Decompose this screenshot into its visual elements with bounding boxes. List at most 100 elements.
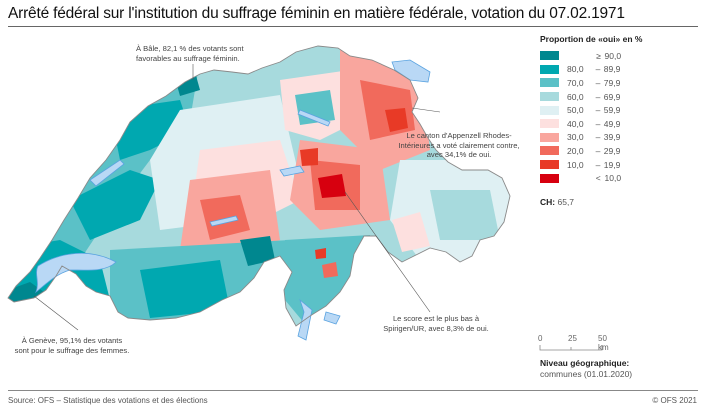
range-dash: – — [595, 91, 601, 102]
annotation-geneve: À Genève, 95,1% des votants sont pour le… — [14, 336, 130, 355]
geo-level-value: communes (01.01.2020) — [540, 369, 633, 379]
range-high: 49,9 — [603, 118, 621, 129]
geo-level-heading: Niveau géographique: — [540, 358, 630, 368]
legend-range: ≥90,0 — [567, 51, 627, 61]
annotation-appenzell: Le canton d'Appenzell Rhodes- Intérieure… — [390, 131, 528, 160]
legend-range: 60,0–69,9 — [567, 92, 627, 102]
range-low: 80,0 — [567, 64, 584, 75]
legend-title: Proportion de «oui» en % — [540, 34, 643, 44]
legend-range: 80,0–89,9 — [567, 64, 627, 74]
range-low: 70,0 — [567, 77, 584, 88]
legend-item: 10,0–19,9 — [540, 158, 642, 172]
legend-range: 70,0–79,9 — [567, 78, 627, 88]
annotation-line: À Bâle, 82,1 % des votants sont — [136, 44, 244, 53]
range-dash: – — [595, 145, 601, 156]
leader-lines — [33, 64, 441, 331]
range-dash: – — [595, 64, 601, 75]
legend-swatch — [540, 146, 559, 156]
ch-value: 65,7 — [557, 197, 575, 207]
annotation-line: sont pour le suffrage des femmes. — [14, 345, 130, 355]
range-low: 50,0 — [567, 105, 584, 116]
range-low: 40,0 — [567, 118, 584, 129]
legend-item: 50,0–59,9 — [540, 103, 642, 117]
legend-item: <10,0 — [540, 171, 642, 185]
legend-item: ≥90,0 — [540, 49, 642, 63]
lake-thun — [209, 215, 239, 227]
legend-swatch — [540, 92, 559, 102]
footer-divider — [8, 390, 698, 391]
range-high: 39,9 — [603, 132, 621, 143]
copyright: © OFS 2021 — [652, 396, 697, 405]
legend-swatch — [540, 105, 559, 115]
legend-item: 30,0–39,9 — [540, 131, 642, 145]
ch-label: CH: — [540, 197, 556, 207]
range-low: 10,0 — [567, 159, 584, 170]
range-dash: – — [595, 159, 601, 170]
range-dash: – — [595, 132, 601, 143]
range-high: 10,0 — [604, 173, 622, 184]
scale-label-0: 0 — [538, 334, 543, 343]
source-note: Source: OFS – Statistique des votations … — [8, 396, 208, 405]
lake-geneva — [35, 252, 117, 294]
annotation-line: Spirigen/UR, avec 8,3% de oui. — [383, 323, 489, 333]
legend-swatch — [540, 160, 559, 170]
page-title: Arrêté fédéral sur l'institution du suff… — [8, 5, 625, 22]
range-low: < — [595, 173, 601, 184]
choropleth-map — [7, 45, 511, 341]
legend-swatch — [540, 51, 559, 61]
scale-label-25: 25 — [568, 334, 577, 343]
range-high: 59,9 — [603, 105, 621, 116]
legend-item: 70,0–79,9 — [540, 76, 642, 90]
legend-range: 10,0–19,9 — [567, 160, 627, 170]
annotation-line: Le score est le plus bas à — [392, 314, 480, 323]
lake-constance — [391, 59, 431, 83]
legend-range: 20,0–29,9 — [567, 146, 627, 156]
lake-lucerne — [279, 165, 305, 177]
legend-item: 60,0–69,9 — [540, 90, 642, 104]
geo-level: Niveau géographique: communes (01.01.202… — [540, 358, 632, 380]
annotation-line: Intérieures a voté clairement contre, — [398, 140, 520, 150]
national-result: CH: 65,7 — [540, 197, 574, 207]
range-dash: – — [595, 77, 601, 88]
legend-item: 20,0–29,9 — [540, 144, 642, 158]
range-high: 69,9 — [603, 91, 621, 102]
range-high: 79,9 — [603, 77, 621, 88]
range-high: 89,9 — [603, 64, 621, 75]
annotation-line: À Genève, 95,1% des votants — [21, 336, 123, 345]
annotation-basel: À Bâle, 82,1 % des votants sont favorabl… — [136, 44, 244, 63]
legend: Proportion de «oui» en % ≥90,0 80,0–89,9 7… — [540, 34, 642, 185]
annotation-line: avec 34,1% de oui. — [426, 150, 492, 159]
lake-lugano — [323, 311, 341, 325]
legend-item: 40,0–49,9 — [540, 117, 642, 131]
scale-label-50: 50 km — [598, 334, 609, 352]
annotation-line: favorables au suffrage féminin. — [136, 53, 240, 63]
range-low: ≥ — [596, 50, 601, 61]
legend-swatch — [540, 119, 559, 129]
legend-swatch — [540, 78, 559, 88]
range-low: 30,0 — [567, 132, 584, 143]
legend-range: <10,0 — [567, 173, 627, 183]
legend-swatch — [540, 132, 559, 142]
range-dash: – — [595, 105, 601, 116]
range-high: 29,9 — [603, 145, 621, 156]
lake-zurich — [297, 109, 331, 127]
communes-layer — [8, 46, 510, 326]
range-low: 60,0 — [567, 91, 584, 102]
scale-line — [539, 345, 603, 351]
annotation-spiringen: Le score est le plus bas à Spirigen/UR, … — [382, 314, 490, 333]
title-divider — [8, 26, 698, 27]
range-dash: – — [595, 118, 601, 129]
legend-range: 40,0–49,9 — [567, 119, 627, 129]
range-high: 90,0 — [604, 50, 622, 61]
range-low: 20,0 — [567, 145, 584, 156]
legend-item: 80,0–89,9 — [540, 63, 642, 77]
annotation-line: Le canton d'Appenzell Rhodes- — [406, 131, 512, 140]
range-high: 19,9 — [603, 159, 621, 170]
lake-neuchatel — [89, 159, 125, 187]
legend-range: 50,0–59,9 — [567, 105, 627, 115]
country-border — [7, 45, 511, 327]
scale-bar: 0 25 50 km — [538, 334, 609, 354]
legend-swatch — [540, 64, 559, 74]
legend-swatch — [540, 173, 559, 183]
legend-range: 30,0–39,9 — [567, 132, 627, 142]
